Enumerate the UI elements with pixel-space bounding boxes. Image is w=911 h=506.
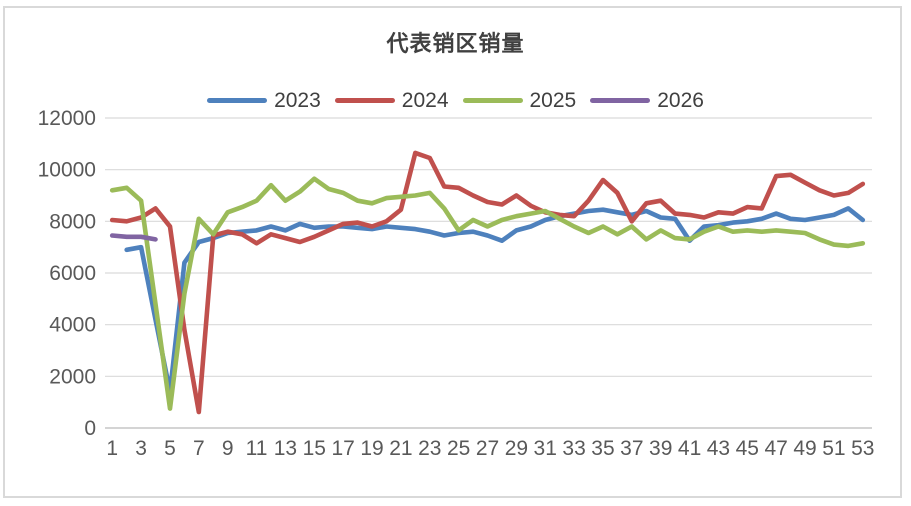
legend-item-2024: 2024 xyxy=(334,89,449,112)
x-axis-label: 31 xyxy=(534,437,557,460)
x-axis-label: 9 xyxy=(222,437,234,460)
y-axis-label: 0 xyxy=(84,417,96,440)
x-axis-label: 49 xyxy=(793,437,816,460)
x-axis-label: 1 xyxy=(106,437,118,460)
y-axis-label: 10000 xyxy=(38,159,96,182)
x-axis-label: 29 xyxy=(505,437,528,460)
legend-label: 2025 xyxy=(529,89,577,112)
legend-marker-2025-icon xyxy=(462,98,523,103)
x-axis-label: 3 xyxy=(135,437,147,460)
series-line-2026 xyxy=(109,233,158,242)
series-line-2025 xyxy=(109,176,866,411)
x-axis-label: 15 xyxy=(303,437,326,460)
x-axis-label: 27 xyxy=(476,437,499,460)
x-axis-label: 33 xyxy=(562,437,585,460)
chart-frame xyxy=(3,6,902,498)
x-axis-label: 47 xyxy=(764,437,787,460)
x-axis-label: 23 xyxy=(418,437,441,460)
legend-marker-2023-icon xyxy=(207,98,268,103)
x-axis-label: 25 xyxy=(447,437,470,460)
x-axis-label: 51 xyxy=(822,437,845,460)
legend-item-2026: 2026 xyxy=(590,90,704,111)
x-axis-label: 43 xyxy=(707,437,730,460)
chart-legend: 2023 2024 2025 2026 xyxy=(0,90,911,111)
x-axis-label: 11 xyxy=(246,437,268,460)
x-axis-label: 37 xyxy=(620,437,643,460)
legend-label: 2024 xyxy=(401,89,449,112)
x-axis-label: 7 xyxy=(193,437,205,460)
y-axis-label: 12000 xyxy=(38,107,96,130)
legend-label: 2026 xyxy=(657,89,704,112)
x-axis-label: 13 xyxy=(274,437,297,460)
x-axis-label: 39 xyxy=(649,437,672,460)
legend-item-2025: 2025 xyxy=(462,89,577,112)
series-line-2024 xyxy=(109,150,866,415)
x-axis-label: 35 xyxy=(591,437,614,460)
x-axis-label: 5 xyxy=(164,437,176,460)
x-axis-label: 19 xyxy=(360,437,383,460)
x-axis-label: 21 xyxy=(389,437,412,460)
y-axis-label: 2000 xyxy=(49,365,96,388)
series-line-2023 xyxy=(124,206,866,395)
x-axis-label: 41 xyxy=(678,437,701,460)
y-axis-label: 4000 xyxy=(49,314,96,337)
legend-marker-2026-icon xyxy=(590,98,651,103)
y-axis-label: 8000 xyxy=(49,210,96,233)
legend-item-2023: 2023 xyxy=(207,90,321,111)
legend-marker-2024-icon xyxy=(334,98,395,103)
x-axis-label: 17 xyxy=(331,437,354,460)
y-axis-label: 6000 xyxy=(49,262,96,285)
legend-label: 2023 xyxy=(274,89,321,112)
x-axis-label: 45 xyxy=(736,437,759,460)
x-axis-label: 53 xyxy=(851,437,874,460)
chart-title: 代表销区销量 xyxy=(386,31,525,56)
